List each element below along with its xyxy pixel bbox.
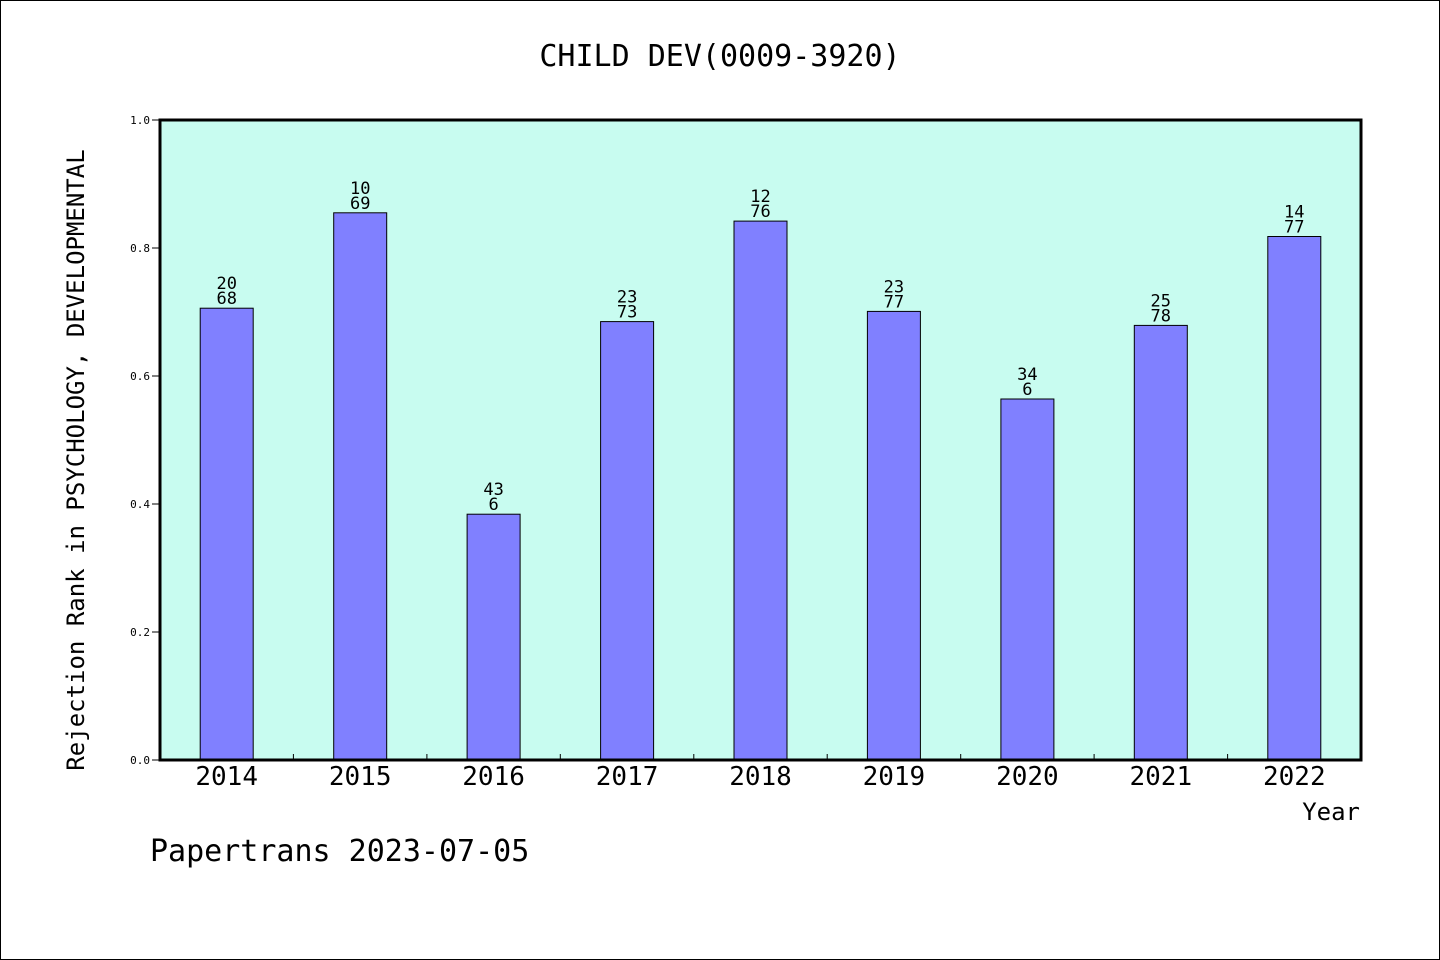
bar-2019 [866, 310, 921, 761]
bar-label-bottom-2018: 76 [750, 202, 770, 222]
bar-label-top-2019: 23 [884, 277, 904, 297]
bar-label-bottom-2016: 6 [488, 495, 498, 515]
bar-label-top-2017: 23 [617, 288, 637, 308]
x-tick-label-2022: 2022 [1263, 762, 1326, 792]
x-tick-label-2021: 2021 [1129, 762, 1192, 792]
bar-label-bottom-2020: 6 [1022, 380, 1032, 400]
bar-2017 [600, 321, 655, 761]
bar-label-bottom-2019: 77 [884, 292, 904, 312]
bar-label-bottom-2021: 78 [1151, 306, 1171, 326]
bar-label-top-2022: 14 [1284, 203, 1304, 223]
footer-note: Papertrans 2023-07-05 [150, 834, 530, 869]
x-axis-label: Year [1302, 798, 1360, 826]
bar-2015 [333, 212, 388, 761]
bar-label-bottom-2017: 73 [617, 303, 637, 323]
y-tick-label-5: 1.0 [130, 114, 150, 127]
bar-2020 [1000, 398, 1055, 761]
x-tick-label-2014: 2014 [195, 762, 258, 792]
bar-2014 [199, 307, 254, 761]
y-tick-label-2: 0.4 [130, 498, 150, 511]
plot-border [158, 118, 1363, 762]
y-axis-label: Rejection Rank in PSYCHOLOGY, DEVELOPMEN… [62, 149, 90, 770]
bar-label-bottom-2014: 68 [216, 289, 236, 309]
x-tick-label-2016: 2016 [462, 762, 525, 792]
bar-label-top-2021: 25 [1151, 291, 1171, 311]
y-tick-label-1: 0.2 [130, 626, 150, 639]
bar-2018 [733, 220, 788, 761]
bars-layer [199, 212, 1322, 761]
y-tick-label-3: 0.6 [130, 370, 150, 383]
y-tick-label-0: 0.0 [130, 754, 150, 767]
bar-label-top-2016: 43 [483, 480, 503, 500]
bar-2021 [1133, 324, 1188, 761]
chart-title: CHILD DEV(0009-3920) [539, 39, 900, 74]
bar-2022 [1267, 236, 1322, 761]
y-axis: 0.0 0.2 0.4 0.6 0.8 1.0 [130, 114, 160, 767]
bar-label-bottom-2022: 77 [1284, 218, 1304, 238]
x-tick-label-2019: 2019 [863, 762, 926, 792]
x-tick-label-2015: 2015 [329, 762, 392, 792]
bar-label-top-2014: 20 [216, 274, 236, 294]
x-tick-label-2017: 2017 [596, 762, 659, 792]
bar-label-top-2020: 34 [1017, 365, 1037, 385]
x-tick-label-2020: 2020 [996, 762, 1059, 792]
bar-label-top-2015: 10 [350, 179, 370, 199]
bar-label-top-2018: 12 [750, 187, 770, 207]
y-tick-label-4: 0.8 [130, 242, 150, 255]
x-axis: 2014 2015 2016 2017 2018 2019 2020 2021 2022 [195, 754, 1326, 792]
bar-2016 [466, 513, 521, 761]
x-tick-label-2018: 2018 [729, 762, 792, 792]
bar-label-bottom-2015: 69 [350, 194, 370, 214]
